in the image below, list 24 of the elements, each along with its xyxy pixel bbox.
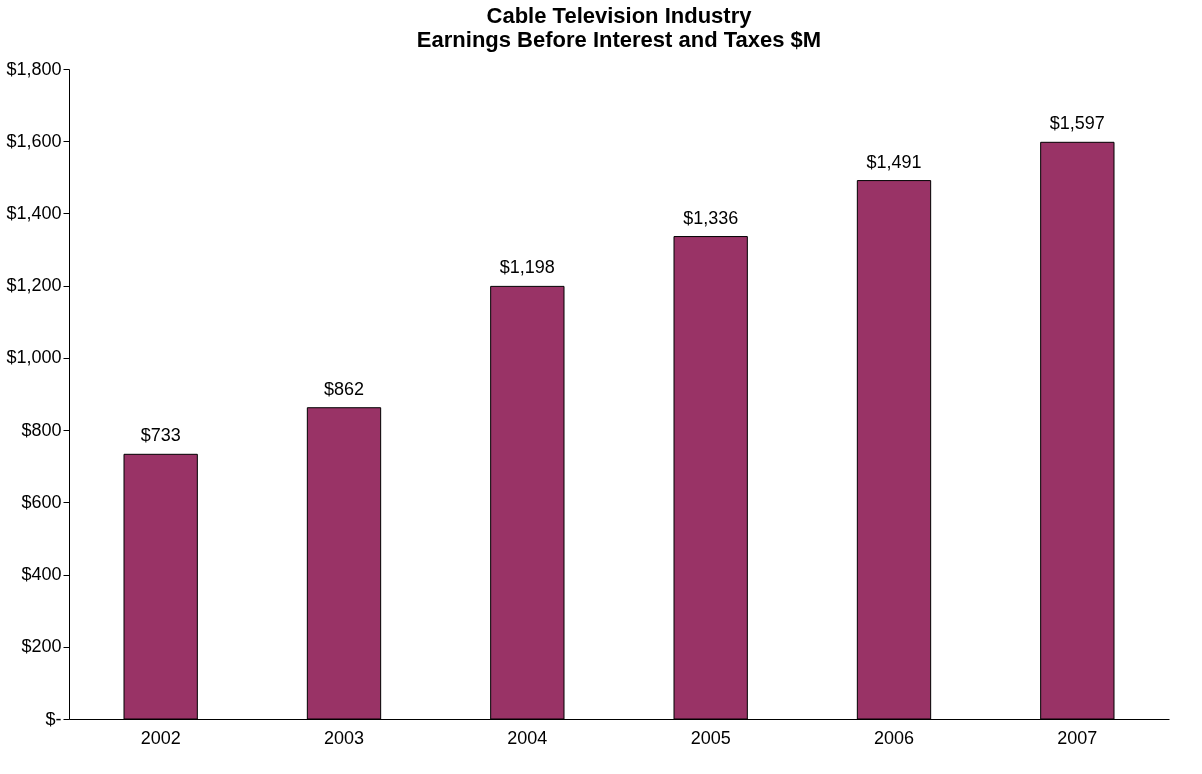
text: Cable Television Industry	[486, 3, 752, 28]
y-tick-label: $1,600	[6, 130, 62, 151]
text: Earnings Before Interest and Taxes $M	[416, 27, 822, 52]
x-tick-label: 2003	[323, 727, 365, 748]
x-tick-label: 2006	[873, 727, 915, 748]
y-tick-label: $400	[21, 564, 62, 585]
x-tick-label: 2007	[1057, 727, 1098, 748]
y-tick-label: $800	[21, 419, 62, 440]
x-tick-label: 2004	[507, 727, 548, 748]
y-tick-label: $1,000	[6, 347, 62, 368]
y-tick-label: $1,200	[6, 275, 62, 296]
data-label: $733	[140, 425, 181, 446]
y-tick-label: $1,800	[6, 58, 62, 79]
y-tick-label: $1,400	[6, 202, 62, 223]
data-label: $1,336	[683, 207, 739, 228]
x-tick-label: 2002	[140, 727, 181, 748]
x-tick-label: 2005	[690, 727, 731, 748]
y-tick-label: $200	[21, 636, 62, 657]
y-tick-label: $600	[21, 491, 62, 512]
data-label: $862	[323, 378, 365, 399]
data-label: $1,597	[1049, 113, 1105, 134]
data-label: $1,491	[866, 151, 922, 172]
y-tick-label: $-	[45, 708, 62, 729]
data-label: $1,198	[499, 257, 555, 278]
